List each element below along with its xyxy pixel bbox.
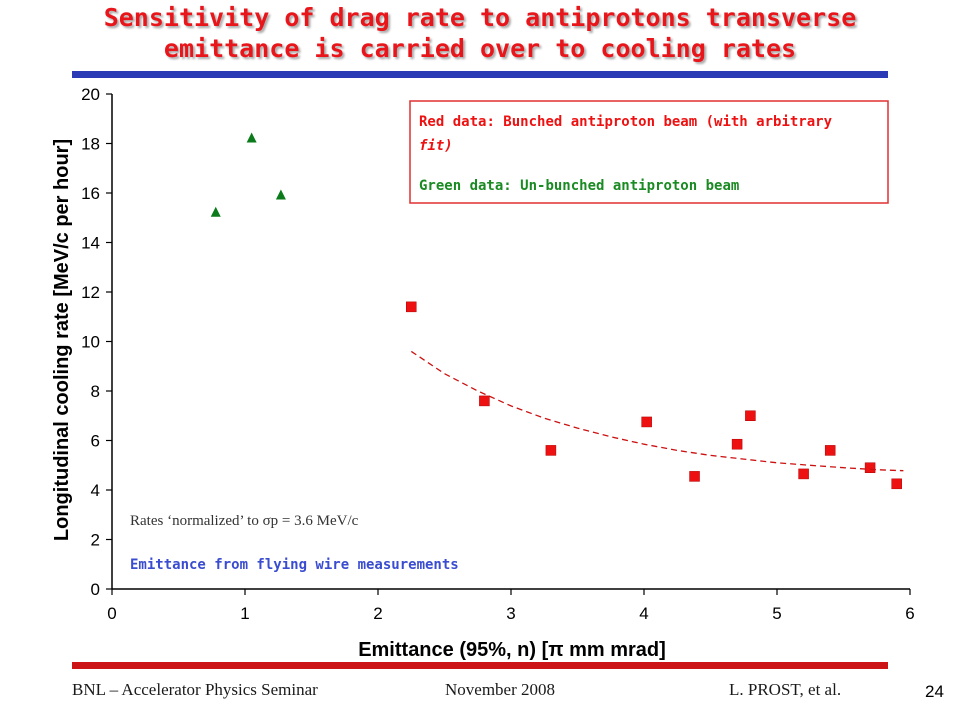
green-data-point (275, 189, 286, 200)
legend-red-note: fit) (419, 138, 453, 154)
legend-red-desc: : Bunched antiproton beam (with arbitrar… (486, 114, 832, 130)
red-data-point (731, 438, 743, 450)
green-data-point (210, 206, 221, 217)
red-data-point (545, 445, 557, 456)
x-tick-label: 1 (240, 604, 249, 623)
rates-annotation: Rates ‘normalized’ to σp = 3.6 MeV/c (130, 513, 359, 529)
y-tick-label: 16 (81, 184, 100, 203)
slide-number: 24 (925, 682, 944, 701)
svg-text:fit): fit) (419, 138, 453, 154)
x-axis-label: Emittance (95%, n) [π mm mrad] (358, 639, 666, 661)
y-tick-label: 12 (81, 283, 100, 302)
slide-title-line-1: Sensitivity of drag rate to antiprotons … (103, 3, 857, 32)
fit-curve (410, 350, 904, 472)
svg-text:Green data: Un-bunched antipro: Green data: Un-bunched antiproton beam (419, 178, 739, 194)
top-rule (72, 71, 888, 78)
x-tick-label: 0 (107, 604, 116, 623)
legend-green-desc: : Un-bunched antiproton beam (503, 178, 739, 194)
x-tick-label: 5 (772, 604, 781, 623)
y-tick-label: 20 (81, 85, 100, 104)
x-tick-label: 3 (506, 604, 515, 623)
red-data-point (798, 468, 809, 480)
red-data-point (641, 416, 652, 428)
y-tick-label: 0 (91, 580, 100, 599)
red-data-point (689, 471, 700, 482)
red-data-point (745, 410, 756, 421)
red-data-point (824, 445, 836, 456)
red-data-point (406, 301, 417, 313)
y-tick-label: 4 (91, 481, 100, 500)
footer-seminar: BNL – Accelerator Physics Seminar (72, 680, 318, 699)
legend-red-label: Red data (419, 114, 486, 130)
bottom-rule (72, 662, 888, 669)
emittance-note: Emittance from flying wire measurements (130, 557, 459, 573)
x-tick-label: 4 (639, 604, 648, 623)
red-data-point (864, 462, 876, 473)
svg-text:Red data: Bunched antiproton b: Red data: Bunched antiproton beam (with … (419, 114, 833, 130)
y-tick-label: 8 (91, 382, 100, 401)
slide-title-line-2: emittance is carried over to cooling rat… (163, 34, 797, 63)
y-tick-label: 6 (91, 432, 100, 451)
red-data-point (891, 478, 902, 490)
x-tick-label: 6 (905, 604, 914, 623)
y-tick-label: 10 (81, 333, 100, 352)
red-data-point (479, 395, 490, 407)
legend: Red data: Bunched antiproton beam (with … (409, 100, 889, 204)
y-tick-label: 14 (81, 234, 100, 253)
y-tick-label: 2 (91, 531, 100, 550)
y-tick-label: 18 (81, 135, 100, 154)
slide-title: Sensitivity of drag rate to antiprotons … (0, 2, 960, 64)
y-axis-label: Longitudinal cooling rate [MeV/c per hou… (51, 139, 73, 541)
footer-authors: L. PROST, et al. (729, 680, 842, 699)
legend-green-label: Green data (419, 178, 503, 194)
footer-date: November 2008 (445, 680, 556, 699)
x-tick-label: 2 (373, 604, 382, 623)
green-data-point (246, 132, 257, 143)
